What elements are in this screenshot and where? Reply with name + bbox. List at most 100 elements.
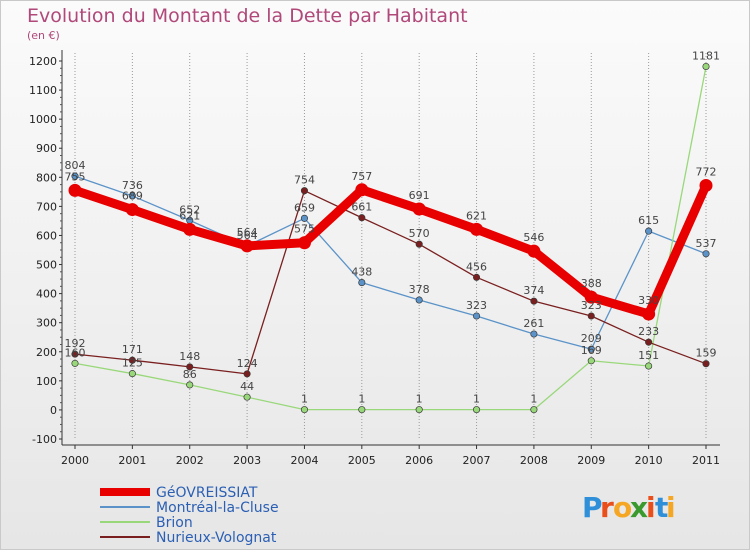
data-point-3-2002 xyxy=(186,363,194,371)
data-label-0-2006: 691 xyxy=(409,189,430,202)
data-point-1-2006 xyxy=(415,296,423,304)
unit-label: (en €) xyxy=(27,29,60,42)
data-label-2-2002: 86 xyxy=(183,368,197,381)
data-point-0-2009 xyxy=(584,290,598,304)
legend-entry-1: Montréal-la-Cluse xyxy=(156,500,279,516)
data-label-1-2007: 323 xyxy=(466,299,487,312)
data-point-2-2005 xyxy=(358,406,366,414)
x-tick-label: 2005 xyxy=(348,454,376,467)
tick-labels: -100 0 100 200 300 400 500 600 700 800 900 1000 1100… xyxy=(29,55,720,467)
data-label-2-2000: 160 xyxy=(65,346,86,359)
data-point-0-2010 xyxy=(642,307,656,321)
data-point-3-2007 xyxy=(472,273,481,281)
logo-letter: i xyxy=(666,491,676,524)
data-point-1-2004 xyxy=(300,214,309,222)
data-label-2-2005: 1 xyxy=(358,393,365,406)
data-label-3-2001: 171 xyxy=(122,343,143,356)
data-label-1-2008: 261 xyxy=(523,317,544,330)
data-label-0-2003: 564 xyxy=(237,226,258,239)
data-point-3-2008 xyxy=(530,297,538,305)
data-label-3-2007: 456 xyxy=(466,260,487,273)
data-point-2-2008 xyxy=(530,406,538,414)
data-point-3-2000 xyxy=(71,350,79,358)
data-label-1-2000: 804 xyxy=(65,159,86,172)
y-tick-label: 300 xyxy=(36,317,57,330)
data-point-2-2011 xyxy=(702,62,710,71)
data-point-0-2005 xyxy=(355,183,369,197)
data-label-1-2010: 615 xyxy=(638,214,659,227)
proxiti-logo: Pr oxi ti xyxy=(582,491,676,524)
y-tick-label: 100 xyxy=(36,375,57,388)
data-label-2-2001: 125 xyxy=(122,357,143,370)
data-point-1-2001 xyxy=(128,192,136,200)
data-label-0-2009: 388 xyxy=(581,277,602,290)
chart-title: Evolution du Montant de la Dette par Hab… xyxy=(27,5,468,27)
y-tick-label: 400 xyxy=(36,288,57,301)
data-label-0-2011: 772 xyxy=(696,165,717,178)
data-point-0-2003 xyxy=(240,239,254,253)
logo-letter: i xyxy=(646,491,656,524)
data-label-0-2007: 621 xyxy=(466,209,487,222)
series-line-1 xyxy=(74,175,707,350)
data-point-1-2007 xyxy=(472,312,481,320)
data-label-2-2007: 1 xyxy=(473,393,480,406)
data-label-2-2010: 151 xyxy=(638,349,659,362)
data-label-1-2009: 209 xyxy=(581,332,602,345)
data-label-3-2005: 661 xyxy=(351,201,372,214)
series-points xyxy=(68,62,713,414)
data-label-3-2009: 323 xyxy=(581,299,602,312)
data-label-1-2004: 659 xyxy=(294,201,315,214)
data-label-0-2000: 755 xyxy=(65,170,86,183)
data-point-3-2001 xyxy=(128,356,136,364)
legend-entry-3: Nurieux-Volognat xyxy=(156,530,277,546)
x-tick-label: 2011 xyxy=(692,454,720,467)
y-tick-label: 700 xyxy=(36,200,57,213)
x-tick-label: 2010 xyxy=(635,454,663,467)
data-label-2-2008: 1 xyxy=(530,393,537,406)
data-label-0-2002: 621 xyxy=(179,209,200,222)
axes xyxy=(59,50,720,449)
data-label-3-2002: 148 xyxy=(179,350,200,363)
x-tick-label: 2000 xyxy=(61,454,89,467)
y-tick-label: 1100 xyxy=(29,84,57,97)
data-label-1-2002: 652 xyxy=(179,203,200,216)
data-label-3-2006: 570 xyxy=(409,227,430,240)
data-point-3-2004 xyxy=(300,187,309,195)
series-lines xyxy=(70,65,711,411)
x-tick-label: 2002 xyxy=(176,454,204,467)
series-line-3 xyxy=(74,190,707,375)
y-tick-label: 900 xyxy=(36,142,57,155)
data-point-3-2006 xyxy=(415,240,423,248)
x-tick-label: 2008 xyxy=(520,454,548,467)
y-tick-label: -100 xyxy=(32,433,57,446)
data-point-2-2004 xyxy=(300,406,309,414)
series-line-2 xyxy=(74,65,707,411)
data-label-2-2011: 1181 xyxy=(692,50,720,63)
y-tick-label: 1000 xyxy=(29,113,57,126)
legend-entry-2: Brion xyxy=(156,515,193,531)
y-tick-label: 1200 xyxy=(29,55,57,68)
data-point-1-2005 xyxy=(358,279,366,287)
data-label-3-2003: 124 xyxy=(237,357,258,370)
data-label-3-2008: 374 xyxy=(523,284,544,297)
data-point-0-2006 xyxy=(412,202,426,216)
data-point-0-2002 xyxy=(183,222,197,236)
data-point-3-2003 xyxy=(243,370,251,378)
data-point-2-2010 xyxy=(645,362,653,370)
data-point-2-2002 xyxy=(186,381,194,389)
data-point-1-2008 xyxy=(530,330,538,338)
data-label-1-2001: 736 xyxy=(122,179,143,192)
data-point-0-2011 xyxy=(699,178,713,192)
data-label-0-2008: 546 xyxy=(523,231,544,244)
logo-letter: r xyxy=(600,491,614,524)
data-label-0-2005: 757 xyxy=(351,170,372,183)
data-point-0-2008 xyxy=(527,244,541,258)
data-point-2-2006 xyxy=(415,406,423,414)
legend-entry-0: GéOVREISSIAT xyxy=(156,485,258,501)
y-tick-label: 0 xyxy=(50,404,57,417)
series-line-0 xyxy=(70,180,711,319)
x-tick-label: 2006 xyxy=(405,454,433,467)
data-point-2-2009 xyxy=(587,357,595,365)
